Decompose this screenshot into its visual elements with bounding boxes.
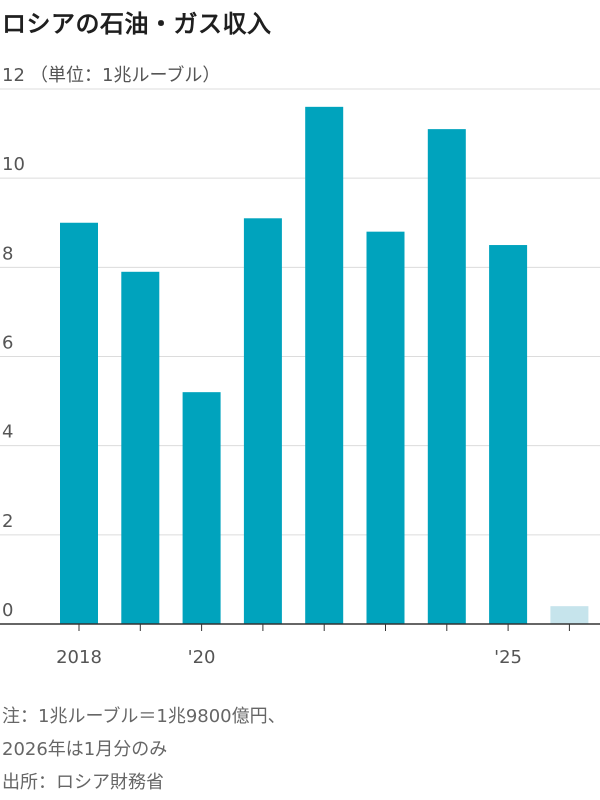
gridlines	[0, 88, 600, 536]
y-axis-unit-label: （単位：1兆ルーブル）	[30, 64, 220, 86]
x-tick-label: '20	[188, 647, 216, 668]
bars	[60, 106, 589, 625]
y-axis-ticks: 0 2 4 6 8 10 12 （単位：1兆ルーブル）	[2, 64, 220, 621]
y-tick-label: 12	[2, 65, 25, 86]
note-conversion: 注：1兆ルーブル＝1兆9800億円、	[2, 706, 286, 727]
x-tick-label: '25	[494, 647, 522, 668]
y-tick-label: 6	[2, 333, 13, 354]
bar-2018	[60, 222, 98, 624]
y-tick-label: 0	[2, 600, 13, 621]
y-tick-label: 8	[2, 243, 13, 264]
bar-chart: 0 2 4 6 8 10 12 （単位：1兆ルーブル） 2018 '20 '25	[0, 64, 600, 668]
note-2026: 2026年は1月分のみ	[2, 739, 168, 760]
y-tick-label: 2	[2, 511, 13, 532]
x-axis-ticks: 2018 '20 '25	[56, 624, 570, 668]
y-tick-label: 4	[2, 422, 13, 443]
chart-notes: 注：1兆ルーブル＝1兆9800億円、 2026年は1月分のみ 出所：ロシア財務省	[2, 700, 286, 799]
chart-title: ロシアの石油・ガス収入	[2, 10, 272, 38]
bar-2019	[121, 271, 160, 624]
bar-2021	[243, 218, 282, 624]
y-tick-label: 10	[2, 154, 25, 175]
bar-2022	[305, 106, 344, 625]
bar-2026	[550, 606, 589, 624]
bar-2020	[182, 392, 221, 624]
bar-2023	[366, 231, 405, 624]
bar-2024	[427, 129, 466, 624]
bar-2025	[489, 245, 528, 624]
note-source: 出所：ロシア財務省	[2, 772, 164, 793]
x-tick-label: 2018	[56, 647, 102, 668]
